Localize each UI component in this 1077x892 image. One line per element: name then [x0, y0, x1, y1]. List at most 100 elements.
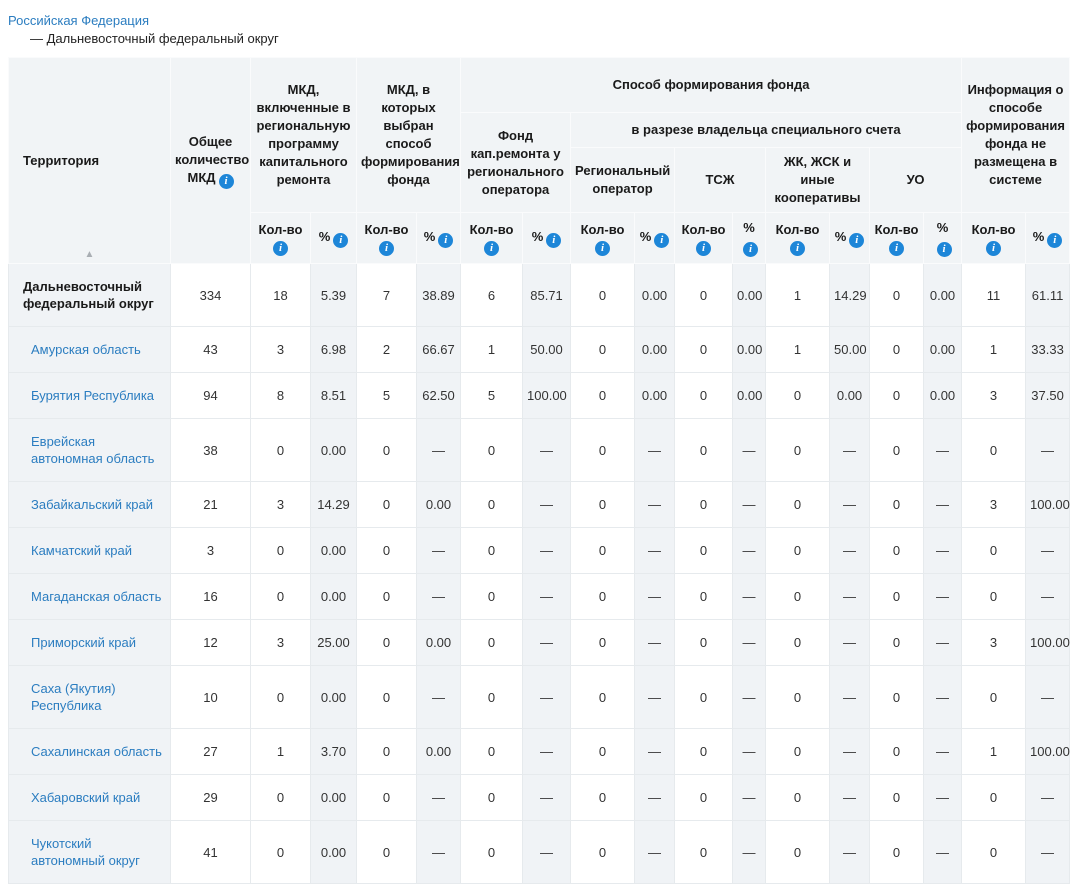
- value-cell: 2: [356, 326, 417, 373]
- percent-label: %: [743, 220, 755, 235]
- value-cell: —: [415, 820, 462, 884]
- value-cell: 0: [869, 573, 925, 620]
- value-cell: 3: [961, 372, 1027, 419]
- col-header-total-mkd: Общее количество МКД i: [170, 57, 251, 264]
- territory-link[interactable]: Магаданская область: [31, 589, 162, 604]
- value-cell: 0: [869, 774, 925, 821]
- breadcrumb-link-russia[interactable]: Российская Федерация: [8, 13, 150, 28]
- territory-link[interactable]: Саха (Якутия) Республика: [31, 681, 116, 713]
- territory-link[interactable]: Амурская область: [31, 342, 141, 357]
- territory-link[interactable]: Еврейская автономная область: [31, 434, 155, 466]
- col-header-territory: Территория ▲: [8, 57, 171, 264]
- info-icon[interactable]: i: [849, 233, 865, 248]
- value-cell: 61.11: [1025, 263, 1071, 327]
- info-icon[interactable]: i: [889, 240, 905, 256]
- value-cell: 0: [250, 774, 311, 821]
- value-cell: 0: [674, 263, 734, 327]
- value-cell: 0: [674, 573, 734, 620]
- value-cell: 0: [570, 573, 636, 620]
- total-mkd-label: Общее количество МКД: [175, 133, 250, 185]
- value-cell: —: [1025, 573, 1071, 620]
- territory-link[interactable]: Приморский край: [31, 635, 136, 650]
- value-cell: 0: [356, 573, 417, 620]
- value-cell: —: [522, 527, 572, 574]
- percent-label: %: [318, 229, 331, 244]
- value-cell: 0: [250, 573, 311, 620]
- col-header-not-in-system: Информация о способе формирования фонда …: [961, 57, 1071, 213]
- value-cell: 0: [356, 728, 417, 775]
- info-icon[interactable]: i: [484, 240, 500, 256]
- info-icon[interactable]: i: [986, 240, 1002, 256]
- value-cell: 0: [869, 481, 925, 528]
- info-icon[interactable]: i: [790, 240, 806, 256]
- subheader-percent: %i: [634, 212, 676, 264]
- value-cell: 0: [765, 481, 831, 528]
- value-cell: 27: [170, 728, 251, 775]
- info-icon[interactable]: i: [333, 233, 349, 248]
- value-cell: 50.00: [522, 326, 572, 373]
- col-header-special-account-group: в разрезе владельца специального счета: [570, 112, 963, 148]
- value-cell: —: [522, 820, 572, 884]
- territory-link[interactable]: Чукотский автономный округ: [31, 836, 140, 868]
- value-cell: 0: [460, 573, 524, 620]
- value-cell: —: [415, 418, 462, 482]
- territory-link[interactable]: Хабаровский край: [31, 790, 141, 805]
- value-cell: —: [634, 481, 676, 528]
- info-icon[interactable]: i: [218, 173, 234, 189]
- info-icon[interactable]: i: [273, 240, 288, 256]
- value-cell: 0: [961, 665, 1027, 729]
- value-cell: 0: [869, 665, 925, 729]
- value-cell: —: [522, 619, 572, 666]
- percent-label: %: [834, 229, 847, 244]
- territory-link[interactable]: Бурятия Республика: [31, 388, 155, 403]
- value-cell: 8: [250, 372, 311, 419]
- info-icon[interactable]: i: [936, 242, 952, 257]
- value-cell: 0: [356, 774, 417, 821]
- value-cell: —: [829, 481, 871, 528]
- value-cell: 29: [170, 774, 251, 821]
- info-icon[interactable]: i: [595, 240, 611, 256]
- info-icon[interactable]: i: [546, 233, 562, 248]
- info-icon[interactable]: i: [1047, 233, 1063, 248]
- value-cell: 0: [961, 527, 1027, 574]
- value-cell: —: [732, 665, 767, 729]
- table-row: Сахалинская область 27 1 3.70 0 0.00 0—0—0—0—0…: [8, 728, 1071, 775]
- territory-link[interactable]: Забайкальский край: [31, 497, 154, 512]
- value-cell: 3: [170, 527, 251, 574]
- value-cell: 5: [460, 372, 524, 419]
- value-cell: —: [522, 573, 572, 620]
- value-cell: 0.00: [310, 665, 357, 729]
- subheader-count: Кол-во i: [961, 212, 1027, 264]
- value-cell: 0: [765, 527, 831, 574]
- territory-total-label: Дальневосточный федеральный округ: [23, 279, 154, 311]
- value-cell: 0: [674, 619, 734, 666]
- value-cell: 100.00: [1025, 728, 1071, 775]
- info-icon[interactable]: i: [438, 233, 454, 248]
- info-icon[interactable]: i: [654, 233, 670, 248]
- value-cell: 0: [961, 573, 1027, 620]
- value-cell: 0: [674, 527, 734, 574]
- subheader-percent: %i: [829, 212, 871, 264]
- territory-link[interactable]: Сахалинская область: [31, 744, 162, 759]
- value-cell: 33.33: [1025, 326, 1071, 373]
- value-cell: 1: [961, 326, 1027, 373]
- info-icon[interactable]: i: [696, 240, 712, 256]
- value-cell: —: [634, 418, 676, 482]
- territory-cell: Еврейская автономная область: [8, 418, 171, 482]
- sort-asc-icon[interactable]: ▲: [84, 249, 95, 260]
- subheader-percent: %i: [415, 212, 462, 264]
- table-row: Приморский край 12 3 25.00 0 0.00 0—0—0—0—0—3 1…: [8, 619, 1071, 666]
- territory-cell: Амурская область: [8, 326, 171, 373]
- value-cell: 100.00: [1025, 481, 1071, 528]
- territory-link[interactable]: Камчатский край: [31, 543, 132, 558]
- territory-cell: Саха (Якутия) Республика: [8, 665, 171, 729]
- value-cell: 0: [356, 527, 417, 574]
- info-icon[interactable]: i: [379, 240, 394, 256]
- value-cell: —: [415, 774, 462, 821]
- value-cell: 0.00: [415, 728, 462, 775]
- value-cell: —: [923, 418, 963, 482]
- info-icon[interactable]: i: [743, 242, 759, 257]
- value-cell: —: [634, 527, 676, 574]
- territory-cell: Приморский край: [8, 619, 171, 666]
